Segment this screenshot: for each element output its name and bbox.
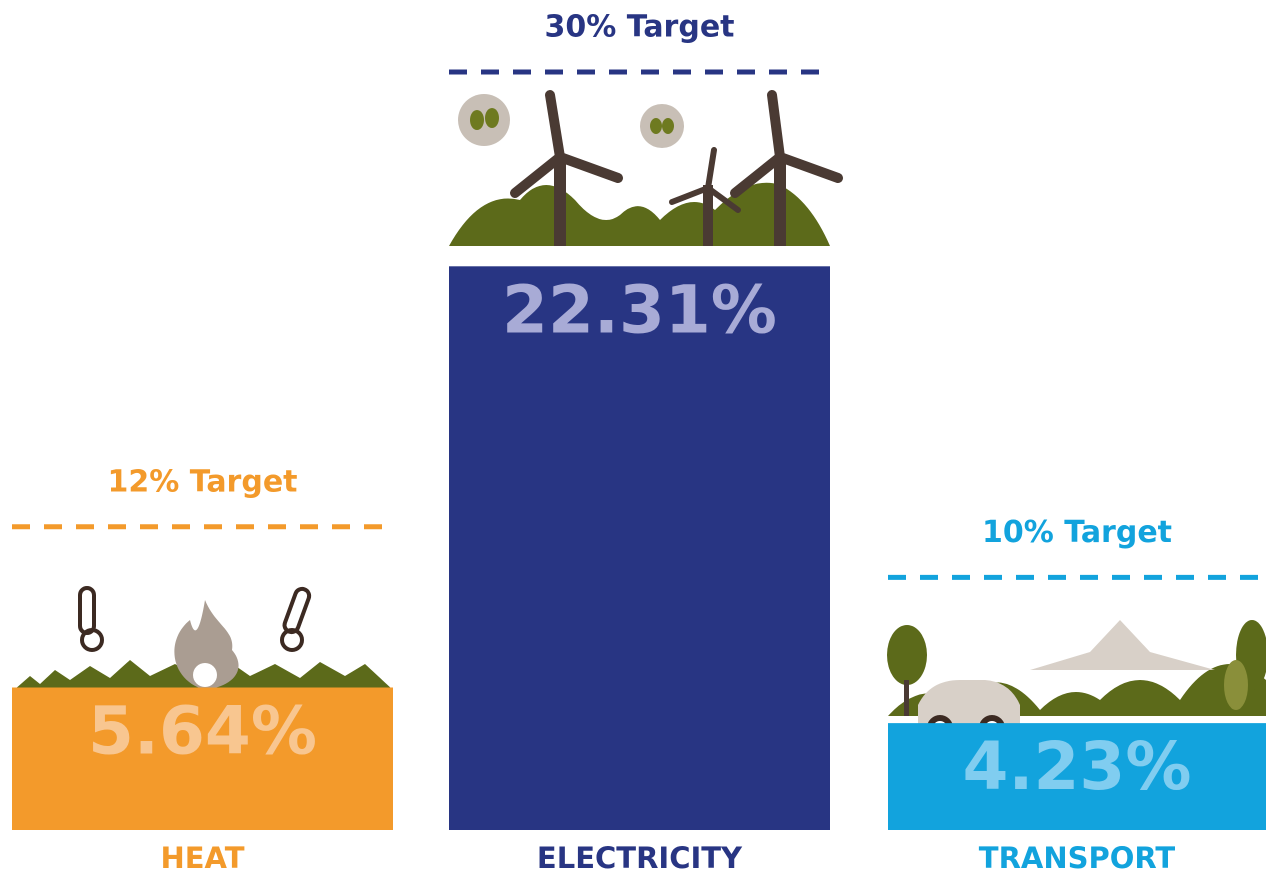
- heat-icons: [14, 587, 393, 690]
- target-label: 30% Target: [544, 10, 734, 45]
- target-label: 10% Target: [982, 515, 1172, 550]
- value-label: 4.23%: [963, 728, 1192, 805]
- category-label: TRANSPORT: [979, 841, 1176, 875]
- transport-icons: [887, 620, 1266, 738]
- value-label: 5.64%: [88, 693, 317, 770]
- value-label: 22.31%: [502, 271, 777, 348]
- category-label: ELECTRICITY: [537, 841, 743, 875]
- bar: [449, 266, 830, 830]
- target-label: 12% Target: [107, 464, 297, 499]
- category-label: HEAT: [160, 841, 244, 875]
- electricity-icons: [449, 94, 838, 246]
- chart: 12% Target HEAT 5.64% 30% Target ELECTRICITY…: [0, 0, 1266, 878]
